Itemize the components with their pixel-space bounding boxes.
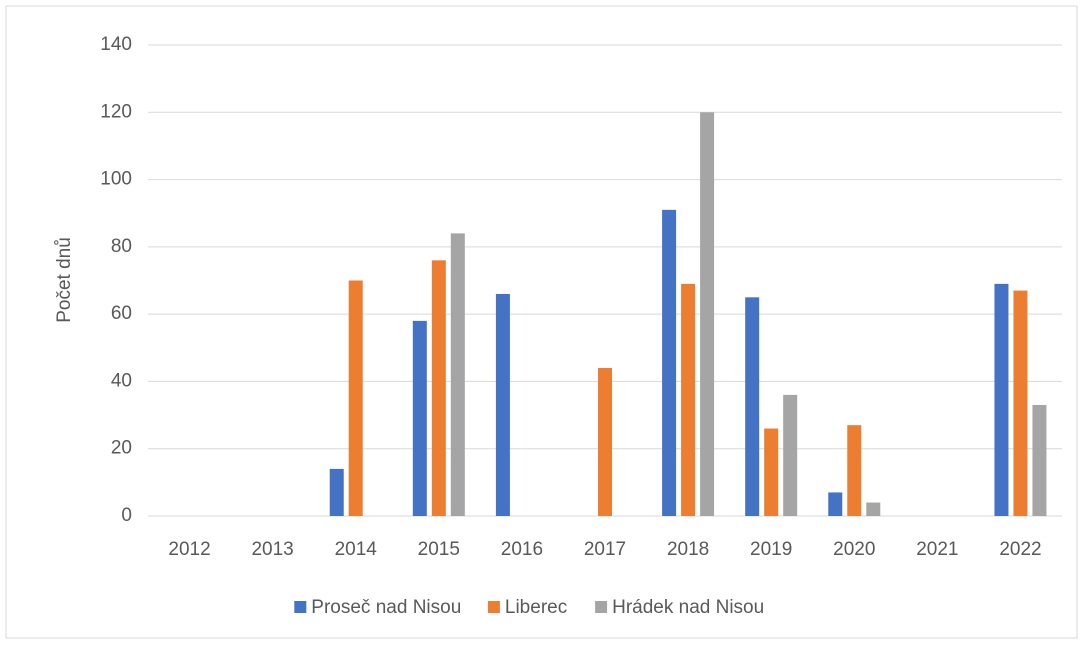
- bar: [828, 492, 843, 516]
- x-tick-label: 2012: [168, 539, 210, 560]
- x-tick-label: 2020: [833, 539, 875, 560]
- y-tick-label: 60: [111, 303, 132, 324]
- bar: [994, 283, 1009, 516]
- x-tick-label: 2018: [667, 539, 709, 560]
- y-tick-label: 140: [100, 34, 132, 55]
- bar: [431, 260, 446, 516]
- bar: [681, 283, 696, 516]
- bar: [847, 425, 862, 516]
- bar: [745, 297, 760, 516]
- bar: [450, 233, 465, 516]
- bar: [348, 280, 363, 516]
- x-tick-label: 2019: [750, 539, 792, 560]
- y-tick-label: 80: [111, 236, 132, 257]
- chart-border: [5, 5, 1078, 639]
- legend-label: Liberec: [505, 597, 567, 618]
- legend-label: Hrádek nad Nisou: [612, 597, 764, 618]
- bar: [1013, 290, 1028, 516]
- legend-swatch: [294, 601, 307, 613]
- x-tick-label: 2021: [916, 539, 958, 560]
- x-tick-label: 2015: [418, 539, 460, 560]
- bar: [495, 293, 510, 516]
- y-tick-label: 40: [111, 370, 132, 391]
- bar: [412, 320, 427, 516]
- y-tick-label: 100: [100, 169, 132, 190]
- y-tick-label: 0: [121, 505, 132, 526]
- bar: [598, 367, 612, 516]
- x-tick-label: 2014: [335, 539, 378, 560]
- bar: [764, 428, 779, 516]
- bar: [1032, 404, 1047, 516]
- legend-swatch: [595, 601, 608, 613]
- x-tick-label: 2017: [584, 539, 626, 560]
- legend-label: Proseč nad Nisou: [311, 597, 461, 618]
- legend-swatch: [487, 601, 500, 613]
- bar: [700, 112, 715, 517]
- y-tick-label: 20: [111, 438, 132, 459]
- y-tick-label: 120: [100, 101, 132, 122]
- bar: [329, 468, 344, 516]
- x-tick-label: 2016: [501, 539, 543, 560]
- bar: [783, 394, 798, 516]
- x-tick-label: 2013: [251, 539, 293, 560]
- bar: [662, 209, 677, 516]
- y-axis-title: Počet dnů: [54, 237, 75, 323]
- x-tick-label: 2022: [999, 539, 1041, 560]
- bar: [866, 502, 881, 516]
